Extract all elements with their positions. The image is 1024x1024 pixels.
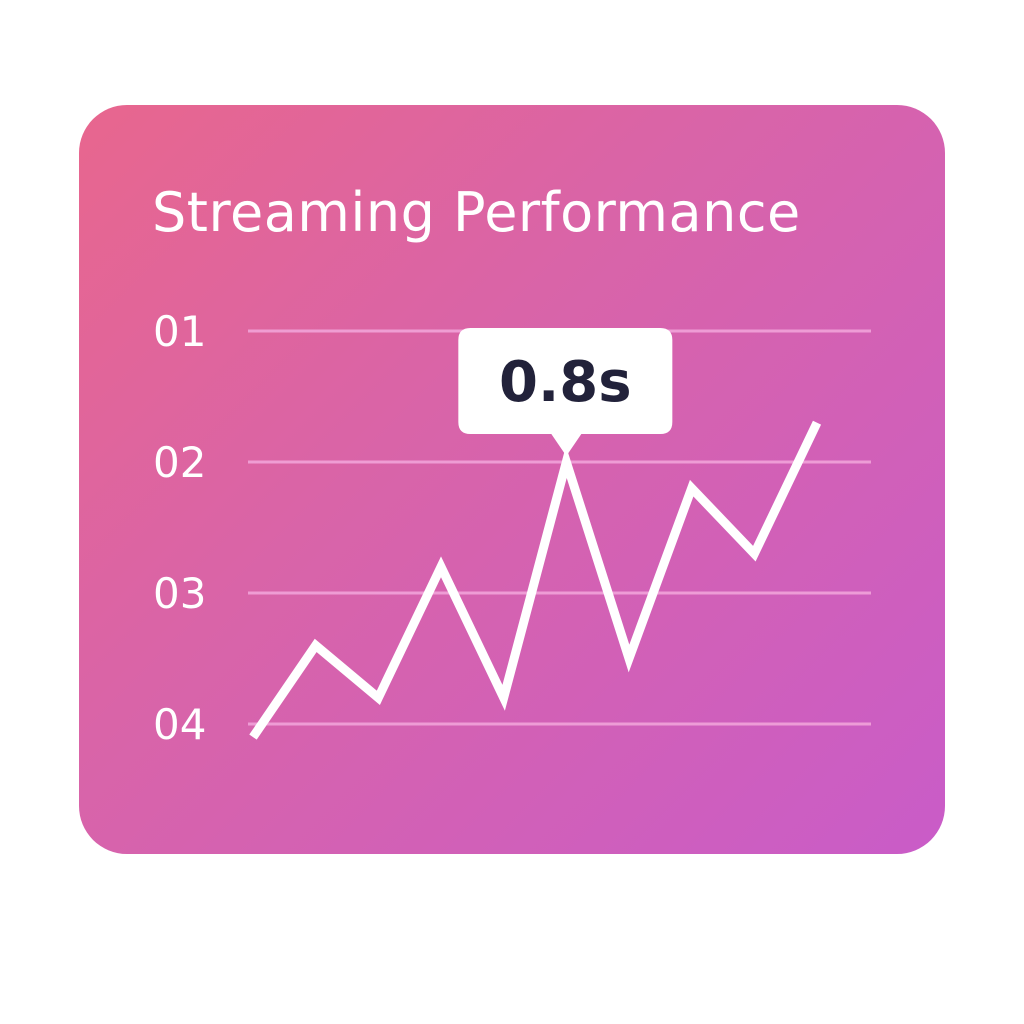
tooltip-box — [458, 328, 673, 456]
y-tick-label-01: 01 — [153, 307, 206, 356]
value-tooltip: 0.8s — [458, 328, 673, 456]
y-tick-label-02: 02 — [153, 438, 206, 487]
y-axis-ticks: 01 02 03 04 — [153, 307, 206, 749]
chart-title: Streaming Performance — [152, 181, 801, 244]
series-layer — [249, 420, 822, 740]
y-tick-label-03: 03 — [153, 569, 206, 618]
y-tick-label-04: 04 — [153, 700, 206, 749]
tooltip-value: 0.8s — [499, 350, 632, 415]
chart-card: Streaming Performance 01 02 03 04 0.8s — [79, 105, 945, 854]
gridlines — [248, 329, 871, 726]
line-chart: 01 02 03 04 0.8s — [153, 307, 871, 749]
series-line — [249, 420, 822, 740]
